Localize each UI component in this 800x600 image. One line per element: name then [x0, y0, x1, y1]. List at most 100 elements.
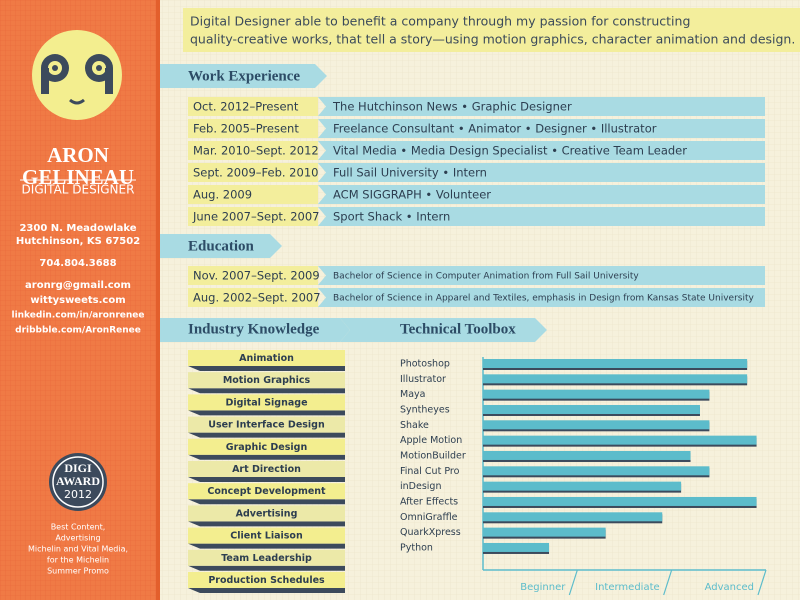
skill-box	[188, 549, 345, 566]
bar	[483, 420, 710, 430]
bar	[483, 450, 691, 460]
section-header	[160, 234, 282, 258]
skill-label: Motion Graphics	[223, 375, 311, 386]
avatar	[32, 30, 122, 120]
skill-box	[188, 438, 345, 455]
summary: quality-creative works, that tell a stor…	[190, 32, 795, 47]
section-header	[160, 64, 327, 88]
date-cell	[188, 119, 318, 138]
entry-date: Oct. 2012–Present	[193, 100, 299, 114]
skill-box	[188, 350, 345, 366]
entry-text: Full Sail University • Intern	[333, 166, 487, 180]
entry-date: Aug. 2002–Sept. 2007	[193, 291, 321, 305]
skill-box	[188, 394, 345, 411]
entry-cell	[318, 288, 765, 307]
award-ring	[52, 456, 104, 508]
entry-cell	[318, 119, 765, 138]
entry-cell	[318, 207, 765, 226]
y-tick-label: MotionBuilder	[400, 450, 466, 461]
address: Hutchinson, KS 67502	[16, 236, 140, 247]
skill-shadow	[188, 366, 345, 371]
entry-text: Freelance Consultant • Animator • Design…	[333, 122, 657, 136]
section-header	[160, 318, 350, 342]
date-cell	[188, 141, 318, 160]
skill-box	[188, 483, 345, 500]
x-tick-label: Beginner	[520, 582, 566, 593]
award-note: Advertising	[55, 534, 100, 543]
bar	[483, 389, 710, 399]
summary: Digital Designer able to benefit a compa…	[190, 14, 690, 29]
bar	[483, 542, 550, 552]
skill-label: Art Direction	[232, 464, 301, 475]
bar	[483, 435, 757, 445]
entry-cell	[318, 185, 765, 204]
dribbble: dribbble.com/AronRenee	[15, 326, 141, 336]
entry-text: The Hutchinson News • Graphic Designer	[332, 100, 572, 114]
bar	[483, 481, 682, 491]
bar	[483, 512, 663, 522]
entry-text: Bachelor of Science in Computer Animatio…	[333, 272, 639, 282]
website: wittysweets.com	[30, 295, 125, 306]
summary-box	[183, 8, 800, 52]
skill-box	[188, 527, 345, 544]
y-tick-label: Maya	[400, 389, 425, 400]
award-note: for the Michelin	[47, 556, 109, 565]
chart-title: Technical Toolbox	[400, 321, 516, 337]
entry-cell	[318, 141, 765, 160]
award-text: DIGI	[64, 461, 92, 475]
bar	[483, 359, 748, 368]
date-cell	[188, 266, 318, 285]
name: ARON	[47, 143, 109, 167]
bar	[483, 496, 757, 506]
skill-label: Production Schedules	[208, 575, 325, 586]
skill-shadow	[188, 410, 345, 416]
role: DIGITAL DESIGNER	[22, 183, 135, 197]
tick-mark	[757, 569, 767, 596]
entry-text: ACM SIGGRAPH • Volunteer	[333, 188, 491, 202]
date-cell	[188, 97, 318, 116]
skill-box	[188, 416, 345, 433]
award-note: Summer Promo	[47, 567, 109, 576]
skill-box	[188, 505, 345, 522]
skill-shadow	[188, 454, 345, 460]
y-tick-label: Shake	[400, 420, 429, 431]
y-tick-label: inDesign	[400, 481, 441, 492]
skill-shadow	[188, 477, 345, 482]
skill-shadow	[188, 388, 345, 394]
skill-shadow	[188, 588, 345, 593]
skill-shadow	[188, 499, 345, 505]
y-tick-label: Apple Motion	[400, 435, 462, 446]
entry-date: June 2007–Sept. 2007	[192, 210, 319, 224]
skill-label: User Interface Design	[208, 420, 325, 431]
skill-shadow	[188, 565, 345, 571]
skill-label: Team Leadership	[221, 553, 312, 564]
section-header	[340, 318, 547, 342]
skill-shadow	[188, 543, 345, 549]
date-cell	[188, 207, 318, 226]
tick-mark	[568, 569, 578, 596]
linkedin: linkedin.com/in/aronrenee	[11, 311, 144, 321]
y-tick-label: Python	[400, 542, 433, 553]
section-title: Industry Knowledge	[188, 321, 320, 337]
y-tick-label: QuarkXpress	[400, 527, 461, 538]
skill-label: Graphic Design	[226, 442, 308, 453]
entry-text: Bachelor of Science in Apparel and Texti…	[333, 294, 754, 304]
y-tick-label: OmniGraffle	[400, 512, 458, 523]
entry-text: Vital Media • Media Design Specialist • …	[333, 144, 687, 158]
award-badge	[49, 453, 107, 511]
entry-date: Nov. 2007–Sept. 2009	[193, 269, 320, 283]
bar	[483, 527, 606, 537]
skill-label: Animation	[239, 353, 294, 364]
date-cell	[188, 163, 318, 182]
skill-shadow	[188, 432, 345, 438]
skill-box	[188, 572, 345, 588]
skill-box	[188, 461, 345, 477]
y-tick-label: Syntheyes	[400, 404, 450, 415]
entry-cell	[318, 97, 765, 116]
tick-mark	[663, 569, 673, 596]
y-tick-label: Photoshop	[400, 359, 450, 370]
entry-cell	[318, 266, 765, 285]
entry-date: Mar. 2010–Sept. 2012	[193, 144, 319, 158]
phone: 704.804.3688	[39, 258, 116, 269]
